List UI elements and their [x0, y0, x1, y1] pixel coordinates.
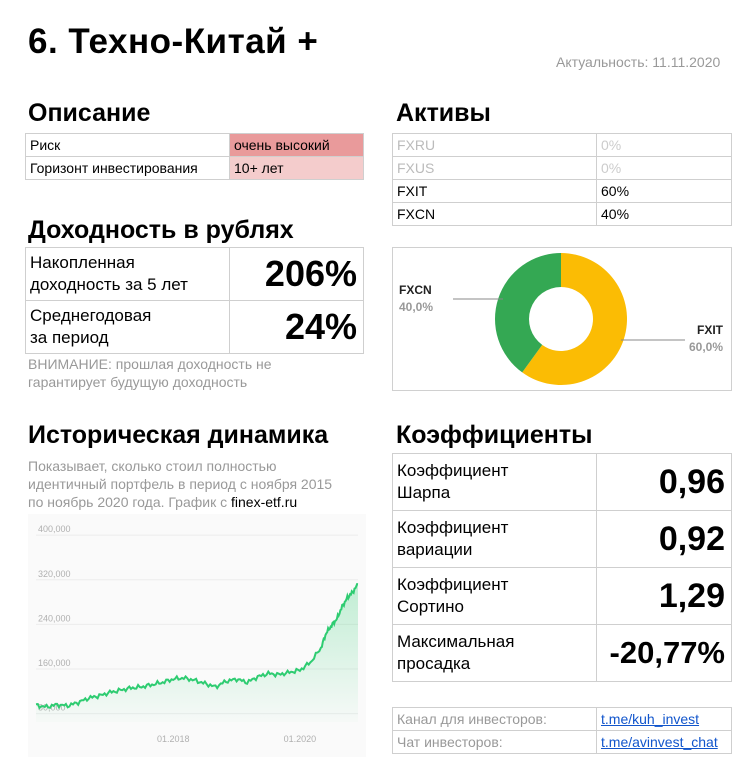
accumulated-return-label: Накопленная доходность за 5 лет	[25, 247, 230, 301]
horizon-label: Горизонт инвестирования	[25, 156, 230, 180]
label-line: Сортино	[397, 597, 464, 616]
label-line: Коэффициент	[397, 461, 509, 480]
actuality-date: Актуальность: 11.11.2020	[556, 54, 721, 70]
sortino-label: Коэффициент Сортино	[392, 567, 597, 625]
asset-share: 0%	[596, 133, 732, 157]
label-line: Коэффициент	[397, 518, 509, 537]
risk-value: очень высокий	[229, 133, 364, 157]
label-line: доходность за 5 лет	[30, 275, 188, 294]
coefficients-table: Коэффициент Шарпа 0,96 Коэффициент вариа…	[392, 453, 732, 682]
y-tick-label: 160,000	[38, 658, 71, 668]
horizon-value: 10+ лет	[229, 156, 364, 180]
donut-slice-fxit	[522, 253, 627, 385]
asset-share: 60%	[596, 179, 732, 203]
asset-share: 0%	[596, 156, 732, 180]
chat-label: Чат инвесторов:	[392, 730, 597, 754]
sortino-value: 1,29	[596, 567, 732, 625]
allocation-donut-box: FXCN 40,0% FXIT 60,0%	[392, 247, 732, 391]
links-table: Канал для инвесторов: t.me/kuh_invest Ча…	[392, 707, 732, 754]
label-line: Накопленная	[30, 253, 135, 272]
label-line: Максимальная	[397, 632, 515, 651]
table-row: Коэффициент Сортино 1,29	[392, 567, 732, 625]
returns-table: Накопленная доходность за 5 лет 206% Сре…	[25, 247, 364, 354]
fxit-slice-name: FXIT	[697, 323, 724, 337]
fxcn-slice-value: 40,0%	[399, 300, 433, 314]
table-row: Коэффициент вариации 0,92	[392, 510, 732, 568]
drawdown-label: Максимальная просадка	[392, 624, 597, 682]
assets-heading: Активы	[396, 99, 491, 127]
series-area	[36, 584, 358, 722]
channel-link-cell: t.me/kuh_invest	[596, 707, 732, 731]
history-heading: Историческая динамика	[28, 421, 329, 449]
channel-label: Канал для инвесторов:	[392, 707, 597, 731]
fxcn-slice-name: FXCN	[399, 283, 432, 297]
table-row: Среднегодовая за период 24%	[25, 300, 364, 354]
y-tick-label: 320,000	[38, 569, 71, 579]
sharpe-label: Коэффициент Шарпа	[392, 453, 597, 511]
label-line: просадка	[397, 654, 471, 673]
annual-return-value: 24%	[229, 300, 364, 354]
returns-warning: ВНИМАНИЕ: прошлая доходность не гарантир…	[28, 355, 272, 391]
table-row: Коэффициент Шарпа 0,96	[392, 453, 732, 511]
table-row: FXIT 60%	[392, 179, 732, 203]
warning-line: гарантирует будущую доходность	[28, 374, 248, 390]
table-row: Горизонт инвестирования 10+ лет	[25, 156, 364, 180]
drawdown-value: -20,77%	[596, 624, 732, 682]
x-tick-label: 01.2020	[284, 734, 317, 744]
asset-name: FXRU	[392, 133, 597, 157]
label-line: Коэффициент	[397, 575, 509, 594]
description-line: Показывает, сколько стоил полностью	[28, 458, 277, 474]
y-tick-label: 400,000	[38, 524, 71, 534]
source-link[interactable]: finex-etf.ru	[231, 494, 298, 510]
asset-name: FXUS	[392, 156, 597, 180]
table-row: Максимальная просадка -20,77%	[392, 624, 732, 682]
description-prefix: по ноябрь 2020 года. График с	[28, 494, 231, 510]
chat-link-cell: t.me/avinvest_chat	[596, 730, 732, 754]
x-tick-label: 01.2018	[157, 734, 190, 744]
table-row: FXCN 40%	[392, 202, 732, 226]
variation-value: 0,92	[596, 510, 732, 568]
accumulated-return-value: 206%	[229, 247, 364, 301]
assets-table: FXRU 0% FXUS 0% FXIT 60% FXCN 40%	[392, 133, 732, 226]
table-row: Накопленная доходность за 5 лет 206%	[25, 247, 364, 301]
y-tick-label: 240,000	[38, 613, 71, 623]
label-line: за период	[30, 328, 109, 347]
table-row: FXUS 0%	[392, 156, 732, 180]
table-row: FXRU 0%	[392, 133, 732, 157]
channel-link[interactable]: t.me/kuh_invest	[601, 711, 700, 727]
label-line: Шарпа	[397, 483, 451, 502]
series-line	[35, 583, 359, 710]
risk-label: Риск	[25, 133, 230, 157]
table-row: Чат инвесторов: t.me/avinvest_chat	[392, 730, 732, 754]
asset-share: 40%	[596, 202, 732, 226]
description-line: идентичный портфель в период с ноября 20…	[28, 476, 333, 492]
annual-return-label: Среднегодовая за период	[25, 300, 230, 354]
label-line: Среднегодовая	[30, 306, 152, 325]
fxit-slice-value: 60,0%	[689, 340, 723, 354]
description-table: Риск очень высокий Горизонт инвестирован…	[25, 133, 364, 180]
asset-name: FXCN	[392, 202, 597, 226]
page-title: 6. Техно-Китай +	[28, 22, 319, 61]
table-row: Риск очень высокий	[25, 133, 364, 157]
warning-line: ВНИМАНИЕ: прошлая доходность не	[28, 356, 272, 372]
donut-slice-fxcn	[495, 253, 561, 373]
history-description: Показывает, сколько стоил полностью иден…	[28, 457, 332, 511]
asset-name: FXIT	[392, 179, 597, 203]
variation-label: Коэффициент вариации	[392, 510, 597, 568]
description-line: по ноябрь 2020 года. График с finex-etf.…	[28, 493, 332, 511]
table-row: Канал для инвесторов: t.me/kuh_invest	[392, 707, 732, 731]
coefficients-heading: Коэффициенты	[396, 421, 593, 449]
description-heading: Описание	[28, 99, 151, 127]
allocation-donut: FXCN 40,0% FXIT 60,0%	[399, 253, 724, 385]
label-line: вариации	[397, 540, 473, 559]
sharpe-value: 0,96	[596, 453, 732, 511]
returns-heading: Доходность в рублях	[28, 216, 294, 244]
chat-link[interactable]: t.me/avinvest_chat	[601, 734, 718, 750]
